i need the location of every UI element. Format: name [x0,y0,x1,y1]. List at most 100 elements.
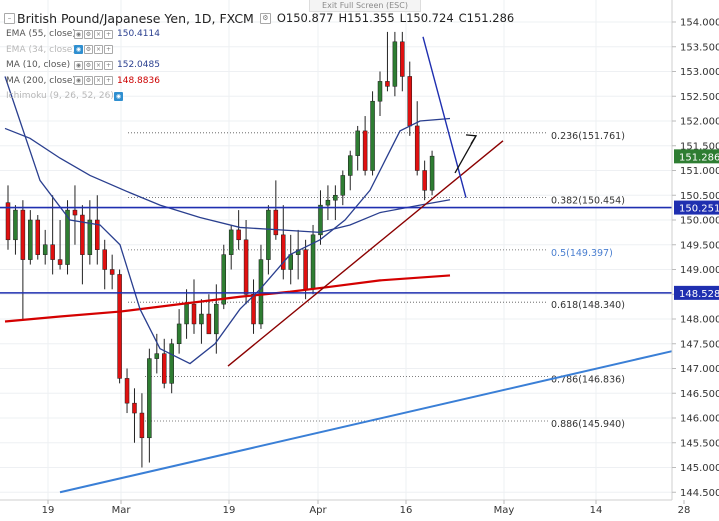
candle-body [72,209,78,216]
exit-fullscreen-button[interactable]: Exit Full Screen (ESC) [309,0,421,12]
candle-body [28,219,33,260]
symbol-title: British Pound/Japanese Yen, 1D, FXCM [17,10,254,26]
visibility-icon[interactable]: ◉ [74,60,83,70]
indicator-label: MA (200, close) [6,75,76,86]
candle-body [251,294,256,325]
candlesticks [5,31,435,468]
fib-level-label: 0.382(150.454) [551,196,625,207]
candle-body [236,229,241,241]
candle-body [377,81,383,102]
candle-body [333,195,338,201]
candle-body [147,358,152,439]
drawn-trendlines[interactable] [0,36,673,494]
indicator-row[interactable]: Ichimoku (9, 26, 52, 26) ◉ [6,90,127,102]
candle-body [191,303,197,325]
visibility-icon[interactable]: ◉ [74,76,83,85]
price-tick-label: 147.000 [680,364,719,375]
indicator-label: MA (10, close) [6,60,71,70]
price-tag-label: 151.286 [679,152,719,163]
candle-body [206,313,212,335]
price-tick-label: 145.000 [680,463,719,474]
more-icon[interactable]: + [104,76,113,85]
candle-body [57,259,63,265]
time-tick-label: Apr [309,505,327,516]
candle-body [347,155,353,176]
more-icon[interactable]: + [104,45,113,54]
indicator-value: 152.0485 [117,60,160,70]
candle-body [42,244,48,255]
price-tag-bg [674,285,719,300]
indicator-value: 148.8836 [117,75,160,86]
indicator-row[interactable]: EMA (55, close) ◉ ⚙ × +150.4114 [6,28,160,40]
blue-downtrend-line[interactable] [422,36,467,198]
indicator-row[interactable]: MA (10, close) ◉ ⚙ × +152.0485 [6,59,160,71]
price-tag-label: 150.251 [679,204,719,215]
price-tag-bg [674,149,719,164]
more-icon[interactable]: + [104,60,113,70]
time-axis[interactable]: 19 Mar 19 Apr 16 May 14 28 [42,500,691,516]
candle-body [392,41,398,87]
price-tags: 151.286 150.251 148.528 [674,149,719,300]
settings-icon[interactable]: ⚙ [84,45,93,54]
ema55-line [4,127,451,234]
settings-icon[interactable]: ⚙ [84,76,93,85]
more-icon[interactable]: + [104,29,113,39]
candle-body [169,343,174,384]
high-value: H151.355 [338,11,395,25]
candle-body [35,219,41,255]
close-icon[interactable]: × [94,45,103,54]
candle-body [422,170,427,191]
collapse-icon[interactable]: – [4,12,15,24]
visibility-icon[interactable]: ◉ [74,29,83,39]
time-tick-label: Mar [112,505,132,516]
price-tick-label: 146.000 [680,414,719,425]
price-tick-label: 154.000 [680,18,719,29]
candle-body [355,130,360,156]
candle-body [95,219,100,250]
indicator-row[interactable]: MA (200, close) ◉ ⚙ × +148.8836 [6,75,160,87]
fib-level-label: 0.618(148.340) [551,300,625,311]
red-uptrend-line[interactable] [227,140,504,367]
long-term-trend-line[interactable] [59,350,673,494]
close-icon[interactable]: × [94,29,103,39]
price-tag-label: 148.528 [679,289,719,300]
settings-icon[interactable]: ⚙ [259,12,271,24]
candle-body [325,199,331,206]
indicator-label: EMA (55, close) [6,29,76,39]
visibility-icon[interactable]: ◉ [74,45,83,54]
candle-body [80,214,85,255]
moving-averages [4,76,451,365]
candle-body [266,209,271,260]
candle-body [184,303,189,325]
price-tick-label: 144.500 [680,488,719,499]
candle-body [161,353,167,384]
price-tag-bg [674,200,719,215]
visibility-icon[interactable]: ◉ [114,91,123,101]
indicator-controls: ◉ [114,91,124,101]
candle-body [109,269,115,275]
price-tick-label: 148.000 [680,315,719,326]
price-tick-label: 153.000 [680,67,719,78]
close-icon[interactable]: × [94,60,103,70]
candle-body [318,204,323,236]
candle-body [258,259,264,325]
candle-body [139,412,145,439]
indicator-row[interactable]: EMA (34, close) ◉ ⚙ × + [6,44,117,56]
candle-body [340,175,346,196]
settings-icon[interactable]: ⚙ [84,29,93,39]
price-tick-label: 150.500 [680,191,719,202]
candle-body [385,81,390,87]
candle-body [87,219,93,255]
price-tick-label: 152.500 [680,92,719,103]
candle-body [303,249,308,290]
time-tick-label: 16 [400,505,413,516]
fib-level-label: 0.786(146.836) [551,375,625,386]
close-value: C151.286 [458,11,515,25]
candle-body [13,209,18,241]
price-axis[interactable]: 154.000 153.500 153.000 152.500 152.000 151.5… [672,18,719,499]
price-tick-label: 151.500 [680,141,719,152]
close-icon[interactable]: × [94,76,103,85]
candle-body [65,209,70,265]
settings-icon[interactable]: ⚙ [84,60,93,70]
